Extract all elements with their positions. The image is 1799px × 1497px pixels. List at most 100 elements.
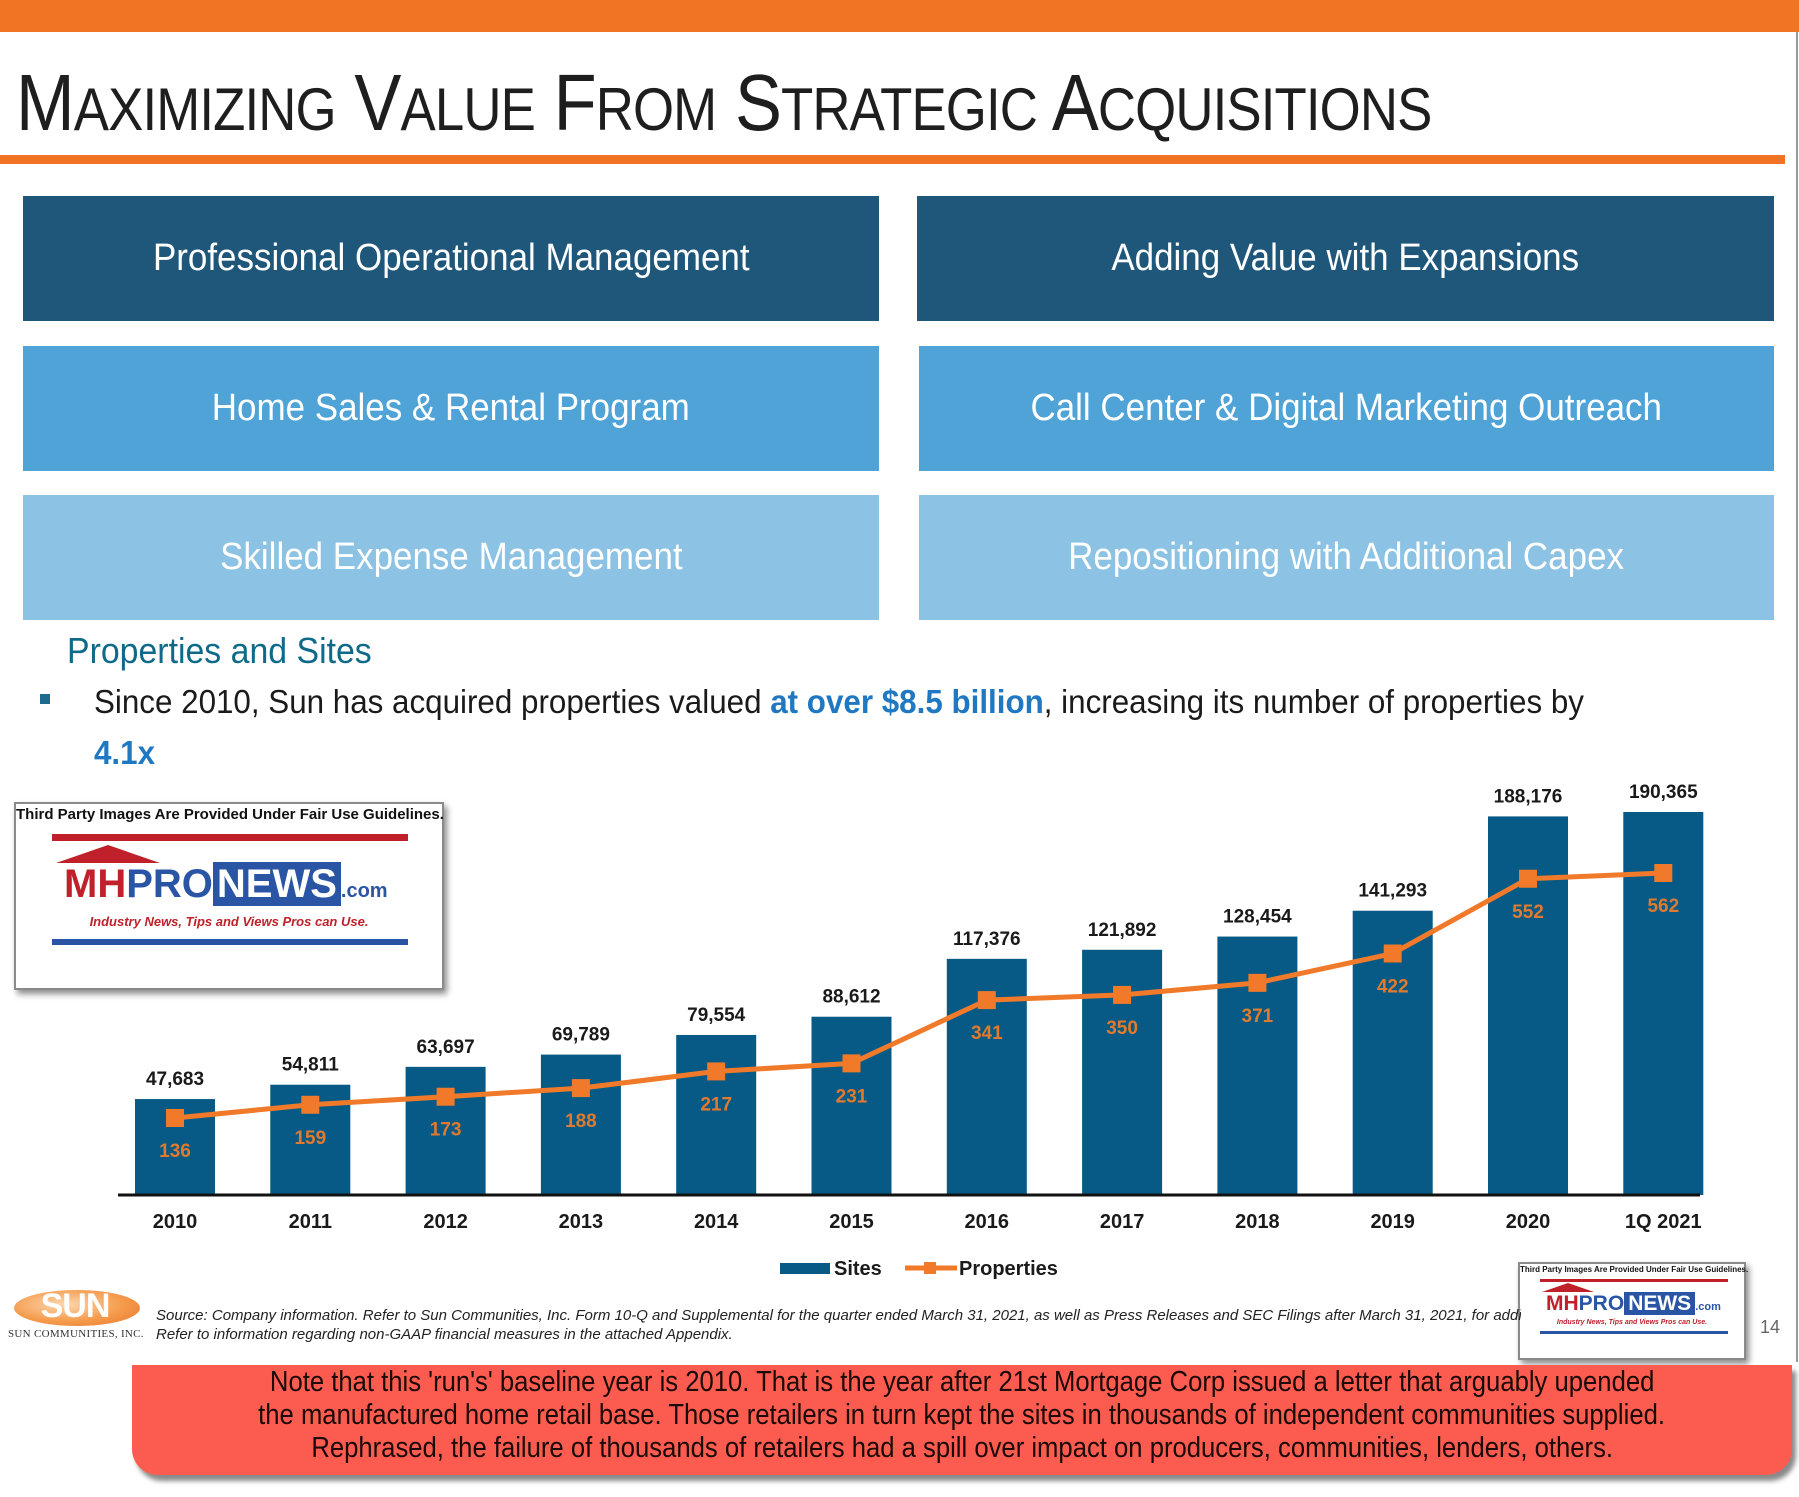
x-tick-label: 2013 xyxy=(559,1211,604,1233)
x-tick-label: 2014 xyxy=(694,1211,739,1233)
page-number: 14 xyxy=(1760,1317,1781,1337)
sites-bar xyxy=(811,1016,892,1195)
highlight-multiplier: 4.1x xyxy=(94,734,156,771)
legend-sites-label: Sites xyxy=(834,1258,882,1280)
watermark-note: Third Party Images Are Provided Under Fa… xyxy=(16,806,444,823)
properties-data-label: 136 xyxy=(159,1141,191,1162)
strategy-box-call-center-marketing: Call Center & Digital Marketing Outreach xyxy=(919,346,1774,471)
properties-marker xyxy=(842,1054,861,1073)
properties-data-label: 217 xyxy=(700,1094,732,1115)
sites-bar xyxy=(676,1034,757,1195)
properties-data-label: 350 xyxy=(1106,1018,1138,1039)
sites-data-label: 141,293 xyxy=(1358,881,1427,902)
watermark-red-rule xyxy=(52,834,408,841)
slide-border xyxy=(1796,32,1798,1362)
properties-marker xyxy=(1113,985,1132,1004)
properties-data-label: 231 xyxy=(836,1086,868,1107)
properties-marker xyxy=(707,1062,726,1081)
page-title: MAXIMIZING VALUE FROM STRATEGIC ACQUISIT… xyxy=(16,58,1433,155)
sites-data-label: 188,176 xyxy=(1494,786,1563,807)
x-tick-label: 2018 xyxy=(1235,1211,1280,1233)
properties-data-label: 341 xyxy=(971,1023,1003,1044)
source-note: Source: Company information. Refer to Su… xyxy=(156,1307,1521,1343)
watermark-note: Third Party Images Are Provided Under Fa… xyxy=(1520,1265,1749,1274)
top-accent-band xyxy=(0,0,1799,32)
legend-properties-label: Properties xyxy=(959,1258,1058,1280)
properties-marker xyxy=(436,1087,455,1106)
properties-marker xyxy=(1654,864,1673,882)
legend-properties-marker-icon xyxy=(924,1262,936,1274)
sun-logo-word: SUN xyxy=(40,1287,111,1325)
highlight-value: at over $8.5 billion xyxy=(770,683,1044,720)
title-word: VALUE xyxy=(354,58,535,147)
properties-data-label: 159 xyxy=(294,1128,326,1149)
sites-data-label: 79,554 xyxy=(687,1005,746,1026)
sites-data-label: 54,811 xyxy=(282,1055,339,1076)
sites-properties-chart: 47,683 2010 54,811 2011 63,697 2012 69,789 2013… xyxy=(118,782,1704,1280)
sites-data-label: 128,454 xyxy=(1223,907,1292,928)
x-tick-label: 2016 xyxy=(965,1211,1010,1233)
title-word: MAXIMIZING xyxy=(16,58,337,147)
x-tick-label: 2010 xyxy=(153,1211,198,1233)
properties-data-label: 422 xyxy=(1377,977,1409,998)
properties-marker xyxy=(571,1079,590,1098)
strategy-box-operational-management: Professional Operational Management xyxy=(23,196,879,321)
house-roof-icon xyxy=(1542,1283,1594,1292)
watermark-blue-rule xyxy=(1540,1331,1728,1334)
mhpronews-logo: MHPRO NEWS .com xyxy=(1546,1292,1721,1315)
properties-marker xyxy=(1383,944,1402,963)
sun-logo-subtitle: SUN COMMUNITIES, INC. xyxy=(8,1328,144,1340)
mhpronews-logo: MHPRO NEWS .com xyxy=(64,862,388,906)
sites-bar xyxy=(540,1054,621,1195)
sites-data-label: 117,376 xyxy=(953,929,1021,950)
properties-data-label: 371 xyxy=(1242,1006,1274,1027)
sun-communities-logo xyxy=(14,1290,140,1326)
x-tick-label: 1Q 2021 xyxy=(1625,1211,1702,1233)
fair-use-watermark: Third Party Images Are Provided Under Fa… xyxy=(14,802,444,990)
note-line: Note that this 'run's' baseline year is … xyxy=(269,1366,1655,1398)
watermark-tagline: Industry News, Tips and Views Pros can U… xyxy=(1556,1319,1708,1326)
x-tick-label: 2017 xyxy=(1100,1211,1145,1233)
x-tick-label: 2012 xyxy=(423,1211,468,1233)
x-tick-label: 2011 xyxy=(289,1211,332,1233)
title-underline xyxy=(0,155,1785,164)
fair-use-watermark-small: Third Party Images Are Provided Under Fa… xyxy=(1518,1262,1749,1360)
house-roof-icon xyxy=(56,845,160,863)
x-tick-label: 2019 xyxy=(1370,1211,1415,1233)
sites-data-label: 69,789 xyxy=(552,1025,610,1046)
sites-data-label: 121,892 xyxy=(1088,920,1157,941)
section-heading: Properties and Sites xyxy=(67,630,372,671)
bullet-text: Since 2010, Sun has acquired properties … xyxy=(94,683,1584,771)
properties-marker xyxy=(1248,973,1267,992)
title-word: STRATEGIC xyxy=(734,58,1038,147)
sites-data-label: 88,612 xyxy=(822,987,880,1008)
title-word: FROM xyxy=(553,58,718,147)
properties-marker xyxy=(166,1109,184,1127)
watermark-red-rule xyxy=(1540,1279,1728,1282)
editorial-note: Note that this 'run's' baseline year is … xyxy=(132,1365,1792,1475)
properties-line xyxy=(174,870,1664,1121)
x-tick-label: 2020 xyxy=(1506,1211,1551,1233)
title-word: ACQUISITIONS xyxy=(1051,58,1433,147)
sites-data-label: 63,697 xyxy=(417,1037,475,1058)
properties-data-label: 173 xyxy=(430,1120,462,1141)
watermark-tagline: Industry News, Tips and Views Pros can U… xyxy=(89,914,369,929)
x-tick-label: 2015 xyxy=(829,1211,874,1233)
properties-marker xyxy=(977,991,996,1010)
strategy-box-repositioning-capex: Repositioning with Additional Capex xyxy=(919,495,1774,620)
strategy-box-home-sales-rental: Home Sales & Rental Program xyxy=(23,346,879,471)
properties-data-label: 188 xyxy=(565,1111,597,1132)
note-line: Rephrased, the failure of thousands of r… xyxy=(311,1432,1613,1464)
sites-data-label: 47,683 xyxy=(146,1069,204,1090)
strategy-box-expense-management: Skilled Expense Management xyxy=(23,495,879,620)
legend-sites-swatch-icon xyxy=(780,1263,830,1274)
strategy-box-expansions: Adding Value with Expansions xyxy=(917,196,1774,321)
properties-data-label: 552 xyxy=(1512,902,1544,923)
properties-marker xyxy=(1519,869,1537,888)
properties-data-label: 562 xyxy=(1647,896,1679,917)
properties-marker xyxy=(301,1095,320,1114)
bullet-square-icon xyxy=(40,694,50,704)
watermark-blue-rule xyxy=(52,939,408,945)
note-line: the manufactured home retail base. Those… xyxy=(258,1399,1666,1431)
sites-data-label: 190,365 xyxy=(1629,782,1698,803)
